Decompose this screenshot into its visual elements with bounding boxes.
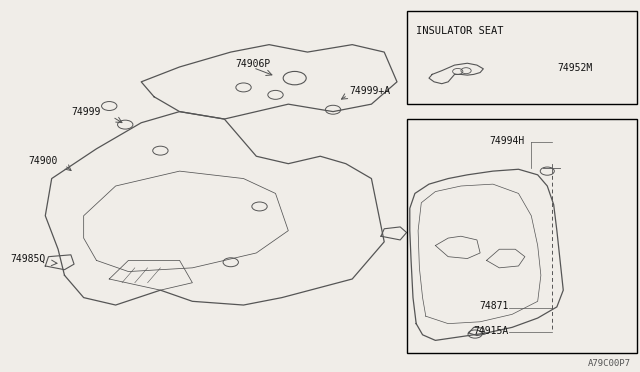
Text: 74985Q: 74985Q [10,254,45,264]
Text: A79C00P7: A79C00P7 [588,359,630,368]
Text: INSULATOR SEAT: INSULATOR SEAT [416,26,504,36]
Text: 74915A: 74915A [474,326,509,336]
Bar [406,11,637,104]
Bar [406,119,637,353]
Text: 74952M: 74952M [557,62,592,73]
Text: 74999: 74999 [72,107,101,117]
Text: 74900: 74900 [29,155,58,166]
Text: 74999+A: 74999+A [349,86,390,96]
Text: 74906P: 74906P [236,59,271,69]
Text: 74871: 74871 [479,301,509,311]
Text: 74994H: 74994H [490,136,525,145]
